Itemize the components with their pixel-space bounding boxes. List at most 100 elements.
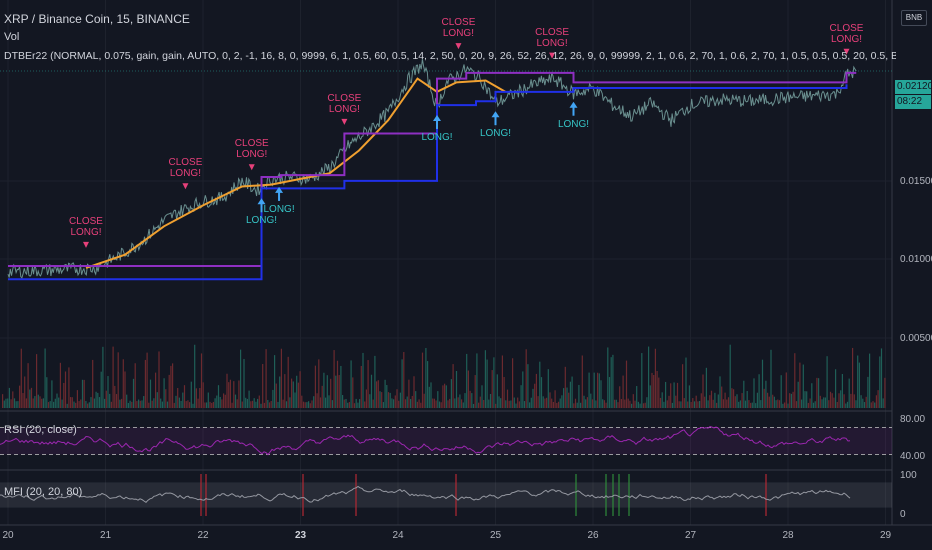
indicator-label[interactable]: DTBEr22 (NORMAL, 0.075, gain, gain, AUTO… [4, 50, 896, 62]
volume-bar [823, 397, 825, 408]
volume-bar [546, 397, 548, 408]
volume-bar [459, 394, 461, 408]
volume-bar [631, 403, 633, 408]
volume-bar [445, 385, 447, 408]
volume-bar [756, 392, 758, 408]
symbol-title[interactable]: XRP / Binance Coin, 15, BINANCE [4, 12, 190, 26]
volume-bar [251, 400, 254, 408]
volume-bar [610, 357, 612, 408]
volume-bar [547, 369, 549, 408]
volume-bar [556, 402, 558, 408]
volume-bar [296, 375, 298, 408]
volume-bar [466, 353, 468, 408]
volume-bar [712, 399, 714, 408]
rsi-tick-80: 80.00 [900, 414, 926, 425]
volume-bar [597, 372, 599, 408]
upper-band-line [8, 71, 857, 268]
volume-bar [340, 365, 342, 408]
volume-bar [29, 389, 31, 408]
volume-bar [234, 394, 237, 408]
volume-bar [17, 401, 19, 408]
volume-bar [384, 379, 386, 408]
mfi-label[interactable]: MFI (20, 20, 80) [4, 486, 83, 498]
volume-bar [151, 400, 153, 408]
volume-bar [143, 396, 145, 408]
volume-bar [872, 401, 874, 408]
volume-bar [586, 397, 588, 408]
volume-bar [352, 377, 354, 408]
volume-bar [588, 372, 590, 408]
volume-bar [155, 372, 157, 408]
time-tick: 26 [587, 530, 599, 541]
volume-bar [598, 373, 600, 408]
volume-bar [840, 390, 842, 408]
volume-bar [321, 385, 323, 408]
volume-bar [515, 403, 517, 408]
volume-bar [93, 398, 95, 408]
volume-bar [277, 401, 279, 408]
volume-bar [602, 399, 604, 408]
volume-bar [27, 363, 29, 408]
volume-bar [829, 391, 832, 408]
volume-bar [782, 403, 784, 408]
volume-bar [792, 391, 794, 408]
volume-bar [603, 400, 605, 408]
currency-badge[interactable]: BNB [901, 10, 927, 26]
volume-bar [736, 394, 738, 408]
volume-bar [855, 400, 857, 408]
volume-bar [406, 396, 408, 408]
volume-bar [393, 399, 395, 408]
volume-bar [129, 400, 131, 408]
volume-label[interactable]: Vol [4, 31, 20, 43]
volume-bar [217, 385, 220, 408]
volume-bar [22, 393, 24, 408]
volume-bar [790, 393, 792, 408]
volume-bar [510, 400, 512, 408]
volume-bar [284, 374, 286, 408]
volume-bar [789, 393, 791, 408]
volume-bar [700, 393, 702, 408]
volume-bar [721, 386, 723, 408]
volume-bar [877, 390, 879, 408]
volume-bar [364, 401, 366, 408]
volume-bar [233, 381, 235, 408]
volume-bar [19, 385, 21, 408]
volume-bar [767, 392, 769, 408]
volume-bar [600, 380, 602, 408]
volume-bar [685, 357, 687, 408]
rsi-label[interactable]: RSI (20, close) [4, 424, 77, 436]
volume-bar [223, 393, 225, 408]
volume-bar [59, 362, 61, 408]
volume-bar [413, 376, 415, 408]
volume-bar [98, 397, 101, 408]
volume-bar [879, 356, 881, 408]
volume-bar [501, 355, 503, 408]
volume-bar [702, 374, 704, 408]
volume-bar [828, 400, 830, 408]
volume-bar [36, 354, 38, 408]
volume-bar [421, 352, 424, 408]
volume-bar [231, 402, 233, 408]
volume-bar [880, 348, 883, 408]
close-marker [182, 183, 189, 190]
volume-bar [114, 385, 116, 408]
volume-bar [557, 401, 560, 408]
volume-bar [641, 353, 643, 408]
volume-bar [433, 398, 435, 408]
volume-bar [850, 393, 852, 408]
volume-bar [270, 400, 272, 408]
mfi-tick-100: 100 [900, 470, 917, 481]
volume-bar [415, 391, 417, 408]
volume-bar [212, 401, 214, 408]
volume-bar [518, 401, 520, 408]
volume-bar [746, 391, 748, 408]
volume-bar [656, 370, 658, 408]
volume-bar [551, 398, 553, 408]
volume-bar [146, 352, 148, 408]
volume-bar [12, 391, 14, 408]
volume-bar [632, 394, 634, 408]
volume-bar [826, 356, 828, 408]
volume-bar [852, 347, 854, 408]
volume-bar [450, 379, 452, 408]
